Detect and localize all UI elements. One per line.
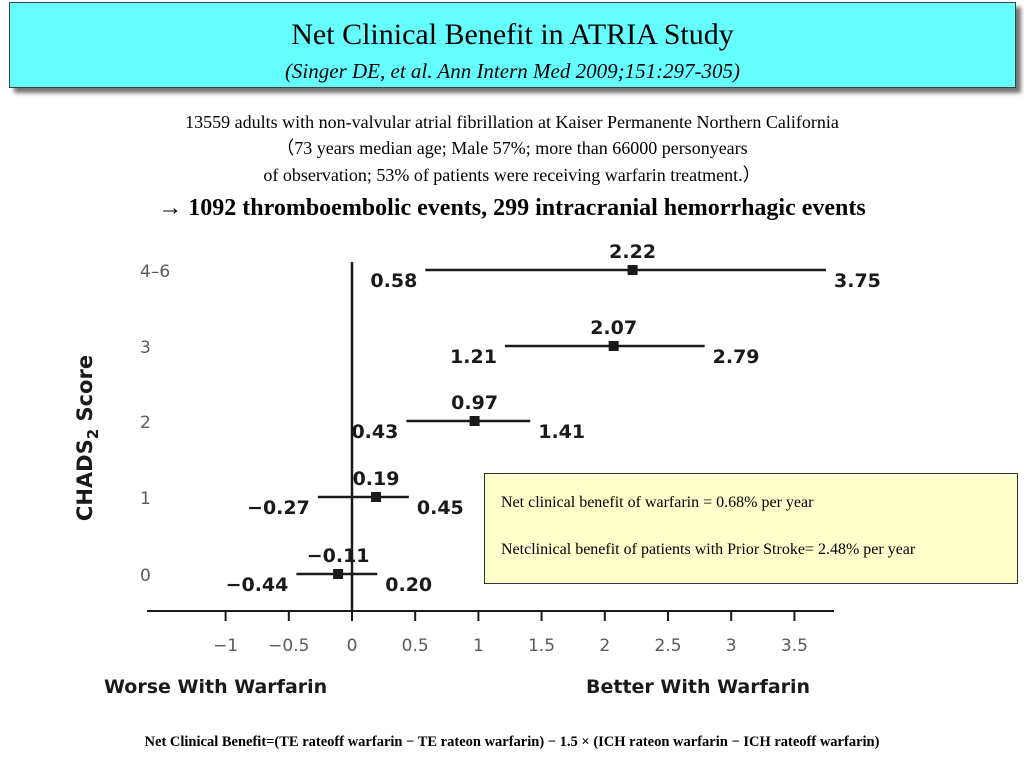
study-demographics: （73 years median age; Male 57%; more tha… xyxy=(276,138,748,158)
study-observation: of observation; 53% of patients were rec… xyxy=(263,165,761,185)
estimate-label: −0.11 xyxy=(307,545,370,567)
estimate-marker xyxy=(627,265,638,275)
ci-upper-label: 0.45 xyxy=(417,497,464,519)
x-label-better: Better With Warfarin xyxy=(586,676,810,698)
ci-lower-label: 0.58 xyxy=(370,270,417,292)
estimate-label: 2.22 xyxy=(609,241,656,263)
x-tick-label: 1.5 xyxy=(528,636,555,656)
x-label-worse: Worse With Warfarin xyxy=(104,676,327,698)
estimate-label: 0.97 xyxy=(451,392,498,414)
event-summary: → 1092 thromboembolic events, 299 intrac… xyxy=(158,195,866,221)
row-category-label: 2 xyxy=(140,413,151,433)
ci-upper-label: 0.20 xyxy=(385,574,432,596)
estimate-marker xyxy=(469,416,480,426)
ci-upper-label: 2.79 xyxy=(713,346,760,368)
x-tick-label: 1 xyxy=(473,636,484,656)
y-axis-label: CHADS2 Score xyxy=(73,355,102,521)
summary-note-box: Net clinical benefit of warfarin = 0.68%… xyxy=(484,473,1018,584)
formula-footnote: Net Clinical Benefit=(TE rateoff warfari… xyxy=(144,734,880,750)
citation: (Singer DE, et al. Ann Intern Med 2009;1… xyxy=(284,59,741,83)
study-description: 13559 adults with non-valvular atrial fi… xyxy=(185,112,839,132)
x-tick-label: 0.5 xyxy=(402,636,429,656)
x-tick-label: −1 xyxy=(213,636,238,656)
x-tick-label: 2.5 xyxy=(654,636,681,656)
ci-lower-label: −0.27 xyxy=(247,497,310,519)
y-axis-label-main: CHADS xyxy=(73,439,97,521)
ci-upper-label: 1.41 xyxy=(538,421,585,443)
estimate-marker xyxy=(333,569,344,579)
x-tick-label: 0 xyxy=(347,636,358,656)
net-benefit-note: Net clinical benefit of warfarin = 0.68%… xyxy=(501,494,814,511)
row-category-label: 1 xyxy=(140,489,151,509)
estimate-marker xyxy=(608,341,619,351)
ci-lower-label: 1.21 xyxy=(450,346,497,368)
x-tick-label: 3.5 xyxy=(781,636,808,656)
ci-lower-label: 0.43 xyxy=(351,421,398,443)
row-category-label: 3 xyxy=(140,338,151,358)
row-category-label: 4–6 xyxy=(140,262,170,282)
estimate-marker xyxy=(371,492,382,502)
estimate-label: 2.07 xyxy=(590,317,637,339)
page-title: Net Clinical Benefit in ATRIA Study xyxy=(291,18,734,51)
title-banner: Net Clinical Benefit in ATRIA Study (Sin… xyxy=(9,2,1016,88)
estimate-label: 0.19 xyxy=(353,468,400,490)
x-tick-label: 2 xyxy=(599,636,610,656)
prior-stroke-note: Netclinical benefit of patients with Pri… xyxy=(501,541,916,558)
ci-lower-label: −0.44 xyxy=(226,574,289,596)
forest-plot-marks: −1 −0.5 0 0.5 1 1.5 2 2.5 3 3.5 4–6 2.22 0.58 3.75 3 2.… xyxy=(140,241,881,656)
y-axis-label-subscript: 2 xyxy=(84,429,102,439)
x-tick-label: −0.5 xyxy=(268,636,309,656)
row-category-label: 0 xyxy=(140,566,151,586)
ci-upper-label: 3.75 xyxy=(834,270,881,292)
x-tick-label: 3 xyxy=(726,636,737,656)
y-axis-label-tail: Score xyxy=(73,355,97,429)
